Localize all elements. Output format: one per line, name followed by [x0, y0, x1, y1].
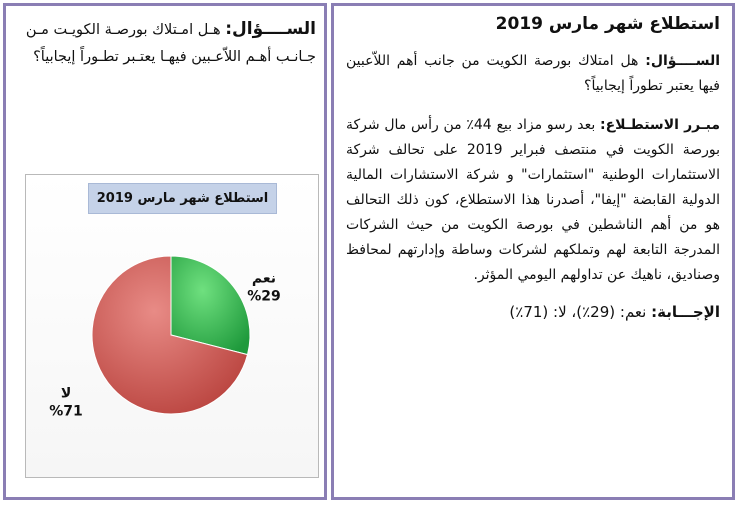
details-content: استطلاع شهر مارس 2019 الســــؤال: هل امت… — [346, 12, 720, 325]
slice-value-1: %29 — [247, 289, 281, 305]
answer-text: نعم: (29٪)، لا: (71٪) — [509, 303, 647, 321]
justification-text: بعد رسو مزاد بيع 44٪ من رأس مال شركة بور… — [346, 117, 720, 283]
question-text: هـل امـتلاك بورصـة الكويـت مـن جـانـب أه… — [25, 22, 316, 65]
question-label: الســــؤال: — [225, 19, 316, 39]
slice-label-2: لا — [61, 385, 71, 401]
justification: مبـرر الاستطـلاع: بعد رسو مزاد بيع 44٪ م… — [346, 113, 720, 288]
answer-label: الإجـــابة: — [651, 303, 720, 321]
pie-chart: استطلاع شهر مارس 2019 نعم %29 لا %71 — [25, 174, 319, 478]
details-panel: استطلاع شهر مارس 2019 الســــؤال: هل امت… — [331, 3, 735, 500]
question-text: هل امتلاك بورصة الكويت من جانب أهم اللاّ… — [346, 53, 720, 94]
question-chart-panel: الســــؤال: هـل امـتلاك بورصـة الكويـت م… — [3, 3, 327, 500]
survey-title: استطلاع شهر مارس 2019 — [495, 14, 720, 34]
pie-slice-2 — [91, 255, 249, 415]
slice-value-2: %71 — [49, 403, 83, 419]
answer: الإجـــابة: نعم: (29٪)، لا: (71٪) — [346, 300, 720, 325]
justification-label: مبـرر الاستطـلاع: — [600, 117, 721, 133]
pie-chart-canvas: نعم %29 لا %71 — [49, 255, 281, 419]
slice-label-1: نعم — [252, 271, 276, 287]
question-label: الســــؤال: — [645, 53, 721, 69]
right-question: الســــؤال: هل امتلاك بورصة الكويت من جا… — [346, 49, 720, 99]
left-question: الســــؤال: هـل امـتلاك بورصـة الكويـت م… — [16, 16, 316, 71]
pie-slice-1 — [170, 255, 251, 356]
chart-title: استطلاع شهر مارس 2019 — [88, 183, 277, 214]
